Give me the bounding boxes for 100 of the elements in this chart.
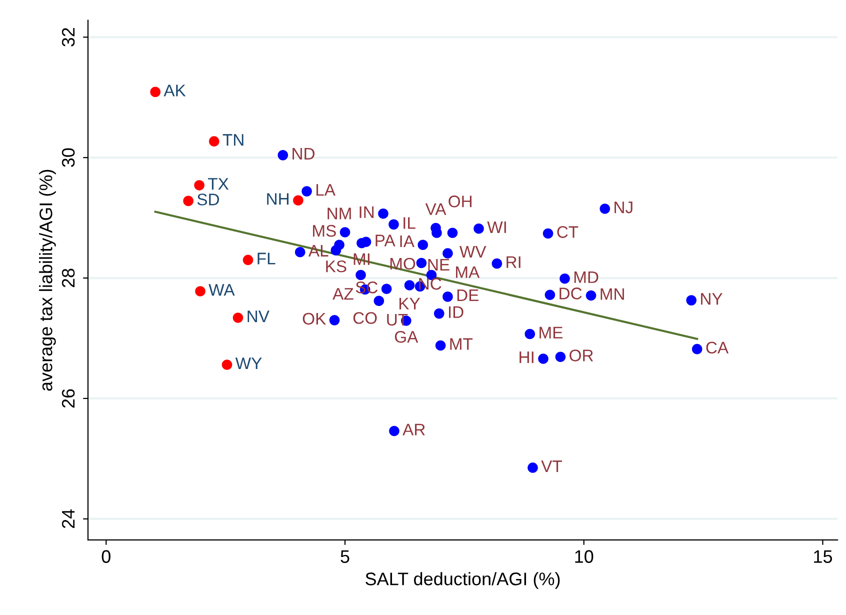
- data-label: DE: [457, 290, 478, 301]
- data-label: MA: [456, 266, 480, 278]
- data-label: NM: [328, 208, 351, 220]
- data-label: AK: [164, 84, 186, 96]
- data-label: NJ: [614, 202, 632, 214]
- data-label: KS: [326, 260, 346, 272]
- data-label: PA: [376, 234, 396, 246]
- point: [389, 426, 400, 436]
- data-label: VA: [425, 203, 446, 215]
- data-label: ID: [448, 306, 464, 318]
- data-label: NY: [701, 293, 722, 305]
- point: [692, 344, 702, 354]
- data-label: WI: [487, 221, 506, 233]
- point: [528, 462, 538, 473]
- data-label: LA: [316, 184, 336, 196]
- data-label: SD: [197, 194, 219, 206]
- data-label: MN: [600, 288, 624, 300]
- data-label: HI: [520, 352, 534, 364]
- point: [330, 245, 342, 256]
- point: [381, 284, 392, 294]
- point: [302, 186, 312, 196]
- data-label: NV: [248, 310, 270, 322]
- data-label: CT: [557, 226, 578, 238]
- point: [278, 150, 288, 160]
- point: [378, 208, 388, 219]
- point: [447, 228, 458, 238]
- point: [293, 195, 304, 206]
- point: [434, 308, 444, 319]
- point: [586, 290, 596, 301]
- point: [232, 312, 244, 323]
- data-label: OR: [570, 350, 594, 362]
- data-label: MD: [574, 271, 598, 283]
- data-label: VT: [541, 460, 562, 472]
- data-label: ND: [292, 148, 315, 160]
- data-label: WV: [460, 246, 486, 258]
- data-label: MT: [450, 338, 473, 350]
- point: [374, 296, 384, 306]
- x-tick-label: 5: [340, 550, 350, 563]
- data-label: DC: [560, 288, 582, 300]
- data-label: CA: [706, 342, 729, 354]
- data-label: TX: [208, 178, 229, 190]
- data-label: FL: [258, 252, 276, 264]
- x-tick-label: 15: [814, 550, 832, 563]
- data-label: NE: [428, 259, 450, 270]
- y-tick-label: 28: [62, 268, 75, 288]
- point: [150, 86, 160, 98]
- point: [542, 228, 554, 239]
- y-tick-label: 32: [62, 28, 75, 47]
- point: [435, 340, 446, 351]
- point: [183, 196, 194, 206]
- data-label: MO: [390, 258, 416, 270]
- point: [404, 280, 415, 290]
- point: [686, 295, 697, 306]
- x-tick-label: 0: [102, 550, 110, 563]
- y-tick-label: 30: [62, 148, 75, 167]
- data-label: MS: [313, 224, 336, 237]
- data-label: IA: [400, 236, 414, 248]
- point: [524, 328, 536, 340]
- point: [222, 360, 232, 370]
- point: [356, 270, 366, 280]
- data-label: NH: [267, 193, 288, 205]
- point: [492, 258, 502, 269]
- data-label: GA: [394, 330, 418, 343]
- data-label: OK: [302, 312, 326, 325]
- data-label: OH: [448, 196, 472, 208]
- point: [208, 136, 220, 146]
- point: [538, 354, 548, 364]
- data-label: AZ: [332, 288, 354, 300]
- point: [388, 219, 399, 230]
- point: [442, 248, 453, 258]
- point: [560, 273, 570, 284]
- point: [242, 254, 254, 266]
- point: [418, 240, 428, 250]
- data-label: RI: [506, 256, 520, 268]
- data-label: WA: [208, 284, 235, 296]
- point: [544, 290, 556, 300]
- point: [194, 180, 204, 190]
- data-label: WY: [235, 358, 262, 370]
- y-tick-label: 24: [62, 509, 75, 528]
- data-label: IL: [404, 217, 416, 229]
- point: [600, 204, 610, 214]
- x-tick-label: 10: [575, 550, 594, 563]
- data-label: ME: [540, 326, 562, 338]
- point: [416, 258, 427, 268]
- y-tick-label: 26: [62, 389, 75, 408]
- point: [329, 315, 340, 326]
- x-axis-title: SALT deduction/AGI (%): [366, 572, 560, 589]
- data-label: IN: [360, 206, 374, 218]
- data-label: AR: [402, 424, 425, 436]
- point: [360, 236, 372, 248]
- data-label: CO: [353, 312, 377, 324]
- point: [340, 227, 350, 238]
- point: [555, 352, 566, 362]
- data-label: KY: [399, 298, 420, 310]
- point: [294, 246, 306, 258]
- point: [195, 286, 206, 296]
- y-axis-title: average tax liability/AGI (%): [39, 170, 56, 391]
- point: [474, 223, 484, 234]
- point: [442, 292, 453, 302]
- data-label: TN: [222, 134, 244, 146]
